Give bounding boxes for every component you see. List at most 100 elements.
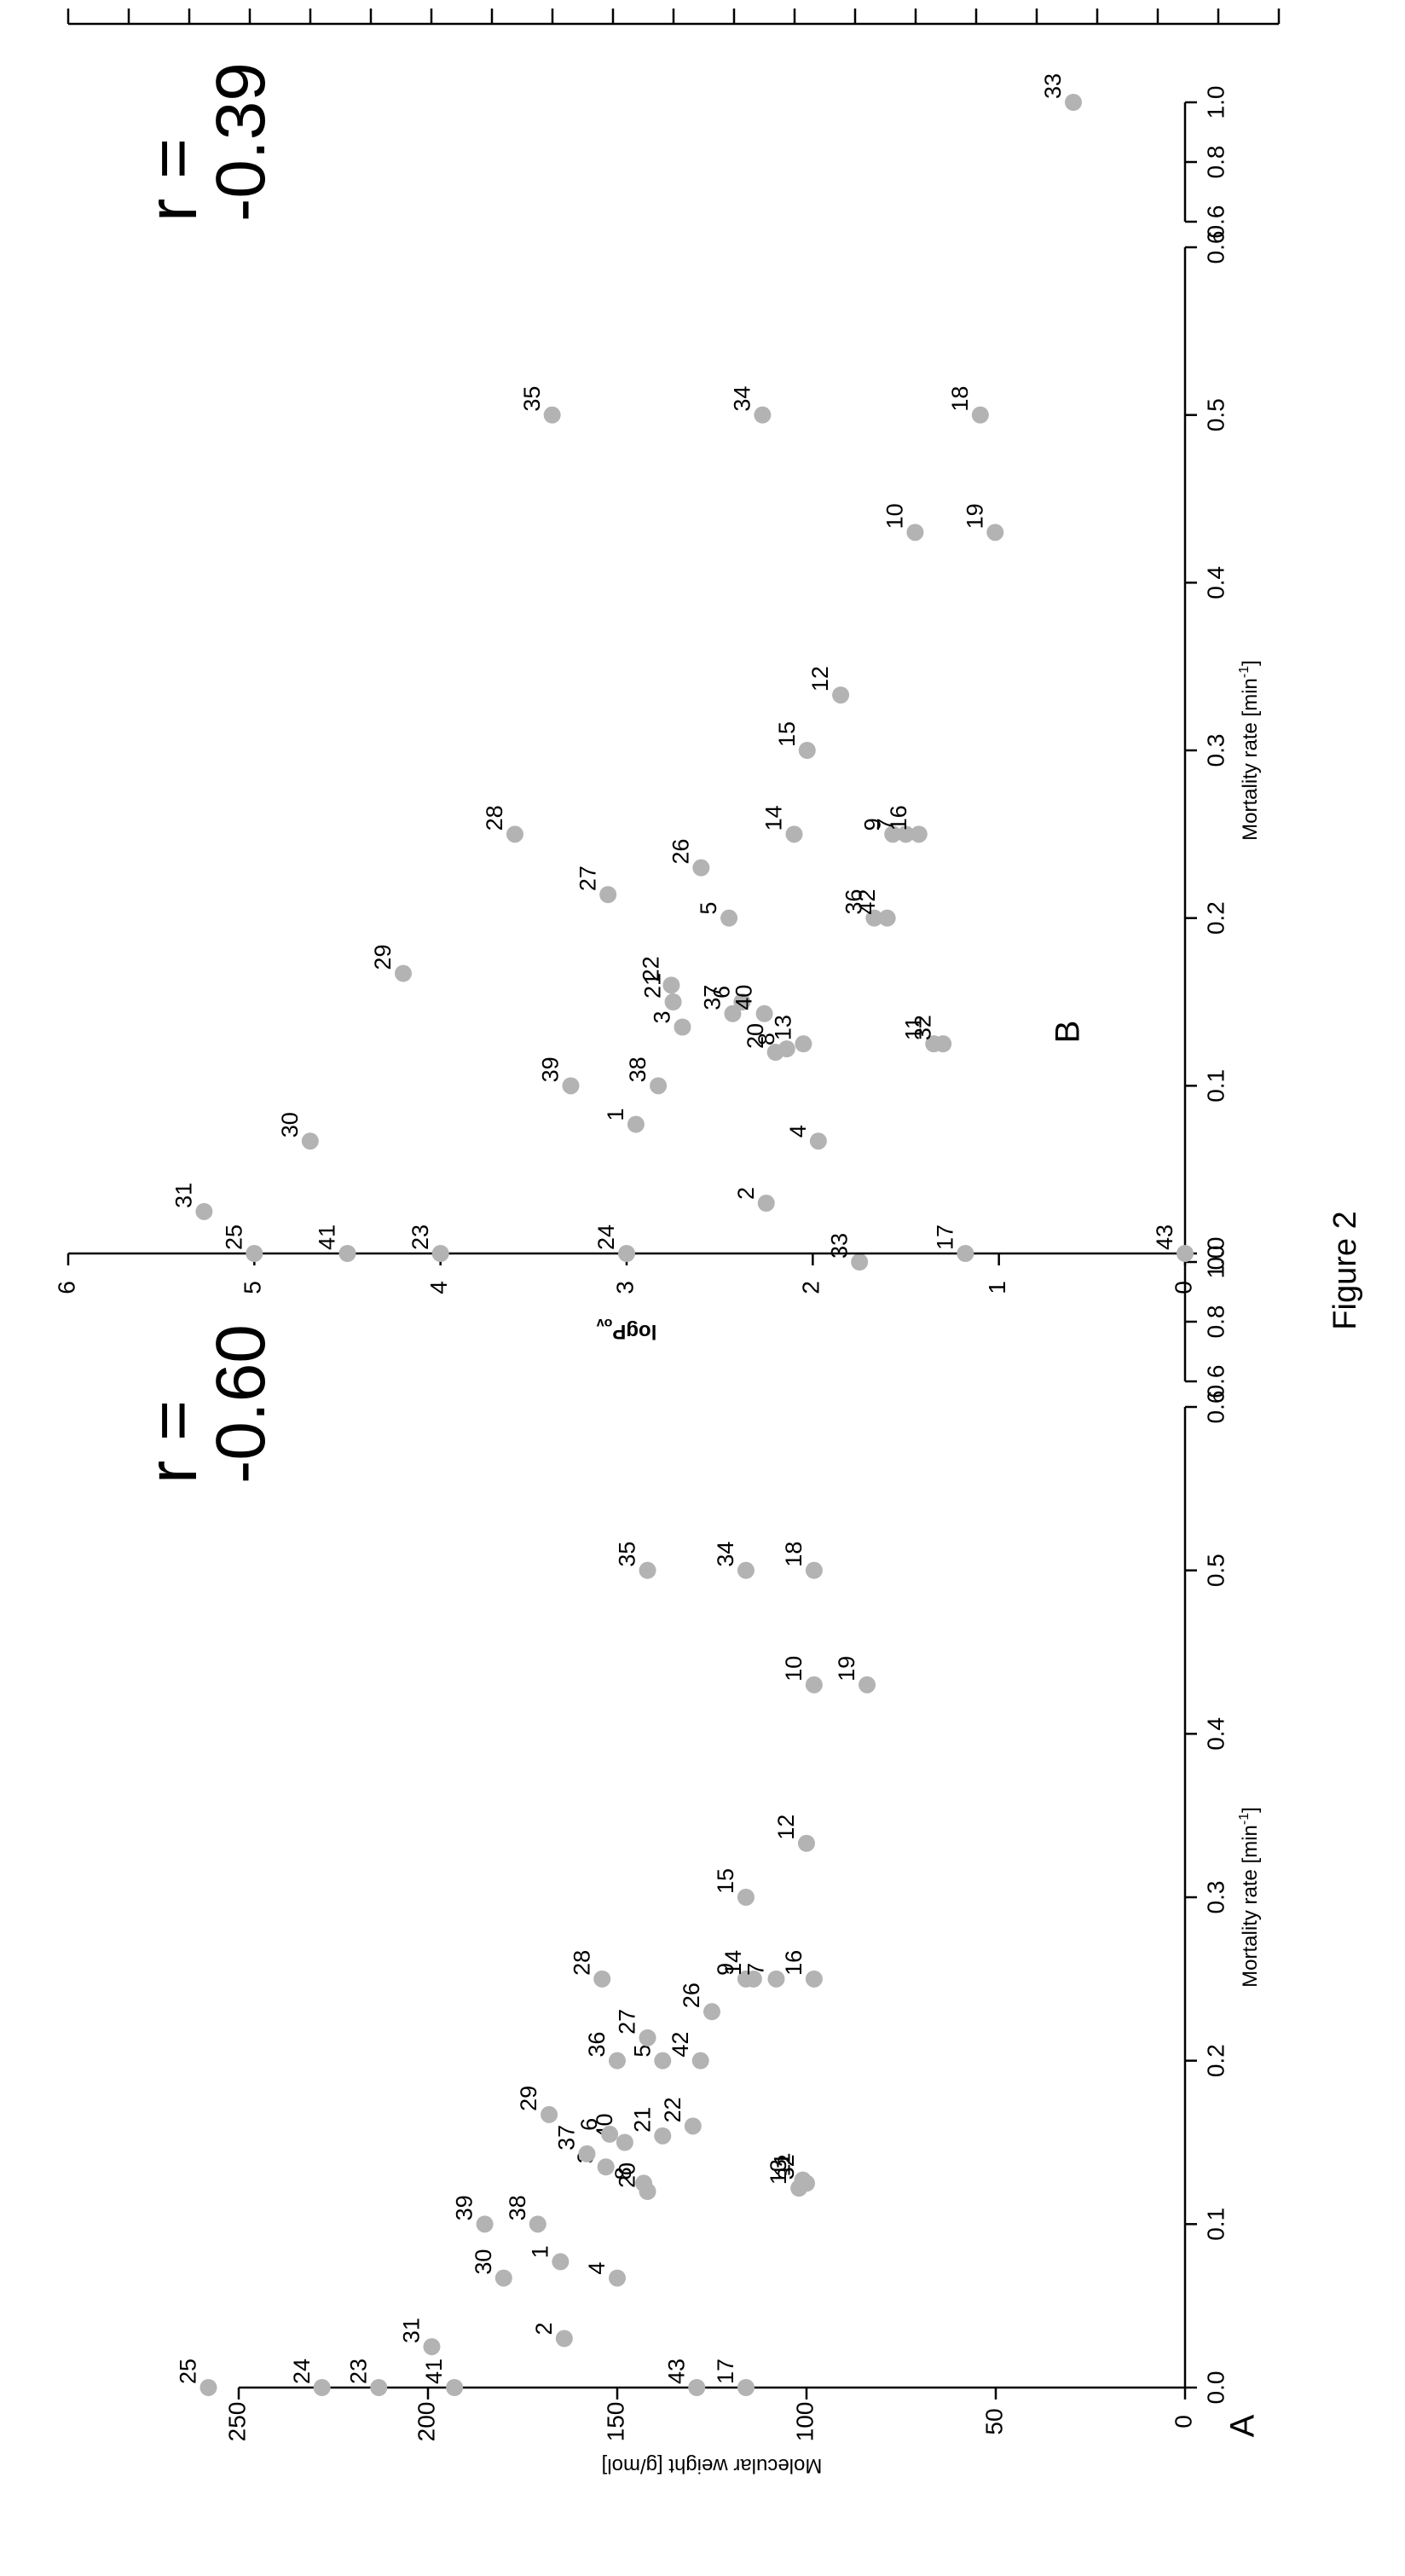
- x-tick-label: 0.6: [1202, 1365, 1229, 1398]
- data-point: [246, 1245, 263, 1262]
- x-tick-label: 0.5: [1202, 1554, 1229, 1587]
- data-point-label: 4: [584, 2262, 610, 2275]
- data-point: [555, 2330, 573, 2347]
- panel-label: A: [1224, 2414, 1262, 2437]
- data-point-label: 25: [221, 1224, 246, 1250]
- data-point-label: 17: [713, 2359, 738, 2384]
- data-point-label: 37: [554, 2125, 580, 2151]
- data-point: [639, 2029, 656, 2046]
- y-tick-label: 50: [980, 2408, 1007, 2434]
- data-point: [684, 2117, 702, 2135]
- data-point-label: 10: [781, 1656, 807, 1682]
- data-point: [971, 406, 989, 424]
- x-tick-label: 0.8: [1202, 1305, 1229, 1339]
- data-point-label: 43: [663, 2359, 689, 2384]
- data-point: [986, 524, 1004, 541]
- data-point: [692, 859, 710, 877]
- data-point: [593, 1970, 611, 1988]
- data-point-label: 33: [826, 1233, 852, 1259]
- data-point-label: 25: [176, 2359, 201, 2384]
- x-axis-title-end: ]: [1239, 1807, 1262, 1813]
- data-point-label: 18: [947, 386, 973, 412]
- x-tick-label: 0.4: [1202, 566, 1229, 599]
- data-point: [691, 2052, 709, 2069]
- data-point: [865, 909, 883, 927]
- x-tick-label: 0.0: [1202, 1237, 1229, 1271]
- data-point-label: 26: [668, 839, 693, 865]
- data-point: [635, 2174, 653, 2192]
- data-point: [785, 825, 803, 843]
- data-point: [639, 1561, 656, 1579]
- data-point: [859, 1676, 876, 1693]
- data-point: [476, 2215, 494, 2233]
- correlation-annotation: r =-0.39: [134, 62, 280, 222]
- panel-a-scatter: 0.0 0.1 0.2 0.3 0.4 0.5 0.60.6 0.8 1.0 Mortality …: [134, 1233, 1262, 2477]
- data-point-label: 21: [640, 973, 666, 999]
- data-point-label: 3: [650, 1010, 675, 1023]
- data-point-label: 14: [761, 805, 787, 831]
- data-point-label: 30: [471, 2249, 496, 2275]
- data-point-label: 42: [854, 889, 880, 915]
- data-point: [301, 1132, 319, 1150]
- data-point: [851, 1253, 869, 1271]
- data-point-label: 17: [932, 1224, 957, 1250]
- data-point: [809, 1132, 827, 1150]
- x-tick-label: 0.6: [1202, 231, 1229, 264]
- data-point: [754, 406, 772, 424]
- data-point: [395, 964, 412, 982]
- x-axis-title: Mortality rate [min-1]: [1237, 660, 1263, 841]
- panel-b-scatter: 0.0 0.1 0.2 0.3 0.4 0.5 0.60.6 0.8 1.0 Mortality …: [53, 9, 1281, 1343]
- data-point-label: 27: [615, 2009, 640, 2035]
- data-point-label: 4: [785, 1125, 811, 1137]
- data-point-label: 28: [569, 1950, 594, 1976]
- data-point: [552, 2253, 570, 2271]
- data-point: [795, 1035, 812, 1053]
- data-point-label: 39: [452, 2195, 477, 2220]
- data-point-label: 18: [781, 1542, 807, 1567]
- data-point: [313, 2379, 331, 2396]
- data-point-label: 8: [754, 1033, 779, 1045]
- data-point-label: 1: [528, 2245, 553, 2258]
- data-point: [618, 1245, 635, 1262]
- data-point-label: 26: [679, 1983, 704, 2008]
- data-point-label: 19: [834, 1656, 859, 1682]
- data-point-label: 2: [531, 2322, 557, 2335]
- correlation-label: r =: [134, 1400, 211, 1484]
- data-point-label: 7: [743, 1963, 769, 1976]
- data-point-label: 24: [289, 2359, 315, 2384]
- data-point: [805, 1676, 823, 1693]
- data-point: [199, 2379, 217, 2396]
- data-point-label: 36: [584, 2032, 610, 2058]
- data-point-label: 34: [730, 386, 755, 412]
- data-point: [688, 2379, 706, 2396]
- data-point-label: 31: [171, 1183, 197, 1208]
- data-point: [744, 1970, 762, 1988]
- x-tick-label: 0.5: [1202, 398, 1229, 431]
- data-point-label: 42: [668, 2032, 693, 2058]
- data-point-label: 13: [771, 1015, 796, 1040]
- data-point: [724, 1004, 742, 1022]
- data-point-label: 37: [700, 985, 726, 1010]
- data-point: [195, 1202, 213, 1220]
- y-tick-label: 5: [240, 1281, 266, 1294]
- data-point-label: 34: [713, 1542, 738, 1567]
- data-point: [562, 1077, 580, 1095]
- y-tick-label: 2: [798, 1281, 824, 1294]
- data-point: [737, 1561, 755, 1579]
- x-tick-label: 0.4: [1202, 1717, 1229, 1751]
- data-point-label: 19: [962, 503, 987, 529]
- data-point-label: 33: [1040, 73, 1066, 99]
- y-tick-label: 3: [611, 1281, 638, 1294]
- x-tick-label: 1.0: [1202, 1246, 1229, 1279]
- y-tick-label: 0: [1170, 1281, 1196, 1294]
- data-point-label: 13: [766, 2159, 791, 2185]
- data-point-label: 5: [696, 902, 721, 915]
- data-point-label: 23: [345, 2359, 371, 2384]
- data-point-label: 5: [629, 2045, 655, 2058]
- correlation-value: -0.39: [202, 62, 280, 222]
- data-point: [664, 993, 682, 1010]
- data-point-label: 43: [1152, 1224, 1177, 1250]
- data-point: [832, 686, 850, 704]
- data-point: [654, 2127, 672, 2145]
